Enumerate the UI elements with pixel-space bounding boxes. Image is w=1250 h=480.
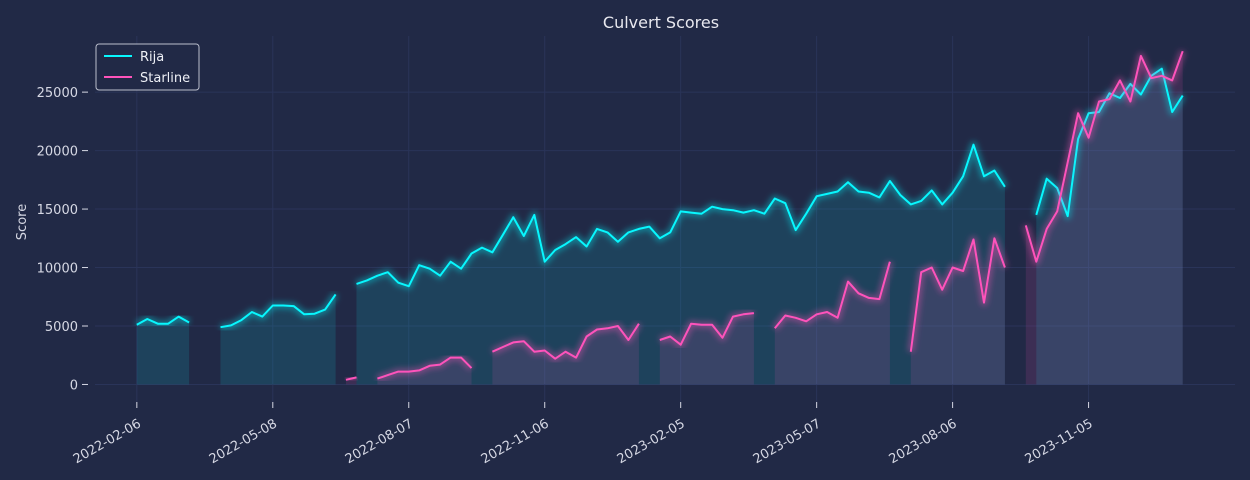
y-tick-label: 20000 <box>37 145 78 160</box>
area-fills <box>136 51 1183 385</box>
x-axis: 2022-02-06 2022-05-08 2022-08-07 2022-11-06… <box>71 402 1096 467</box>
legend-label-rija: Rija <box>140 50 164 65</box>
rija-area <box>1036 68 1183 385</box>
grid <box>95 36 1235 402</box>
starline-area <box>659 313 754 385</box>
starline-line <box>1024 50 1184 263</box>
starline-line <box>774 261 891 329</box>
chart-title: Culvert Scores <box>603 13 719 32</box>
starline-area <box>1025 51 1183 385</box>
rija-line <box>220 293 337 329</box>
y-tick-label: 10000 <box>37 262 78 277</box>
x-tick-label: 2022-02-06 <box>71 416 144 467</box>
x-tick-label: 2023-11-05 <box>1023 416 1096 467</box>
x-tick-label: 2022-11-06 <box>479 416 552 467</box>
x-tick-label: 2023-08-06 <box>887 416 960 467</box>
y-tick-label: 5000 <box>45 320 78 335</box>
legend-label-starline: Starline <box>140 71 190 86</box>
rija-area <box>356 144 1005 385</box>
x-tick-label: 2023-05-07 <box>751 416 824 467</box>
x-tick-label: 2023-02-05 <box>615 416 688 467</box>
starline-line <box>377 356 473 380</box>
y-axis-label: Score <box>15 204 30 240</box>
rija-line <box>136 315 190 326</box>
series-lines <box>135 50 1186 384</box>
y-tick-label: 15000 <box>37 203 78 218</box>
starline-area <box>774 261 890 385</box>
legend: Rija Starline <box>95 43 200 91</box>
starline-line <box>659 312 755 346</box>
y-axis: 0 5000 10000 15000 20000 25000 <box>37 86 88 393</box>
y-tick-label: 0 <box>70 378 78 393</box>
starline-line <box>909 237 1006 352</box>
y-tick-label: 25000 <box>37 86 78 101</box>
rija-line <box>356 143 1006 288</box>
x-tick-label: 2022-05-08 <box>207 416 280 467</box>
starline-line <box>345 376 357 381</box>
x-tick-label: 2022-08-07 <box>343 416 416 467</box>
starline-line <box>491 323 640 360</box>
rija-area <box>136 316 190 385</box>
